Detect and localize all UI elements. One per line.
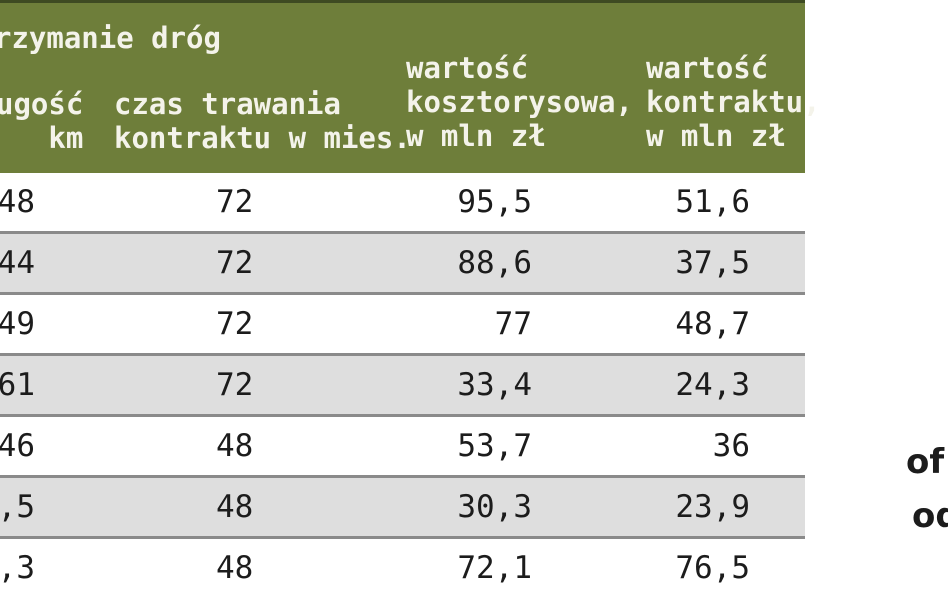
cell-duration: 48 — [216, 489, 254, 525]
table-top-border — [0, 0, 805, 3]
cell-estimated-value: 33,4 — [457, 367, 532, 403]
side-text-line-1: of — [906, 442, 945, 482]
table-row: 49 72 77 48,7 — [0, 295, 805, 356]
cell-length: 61 — [0, 367, 35, 403]
header-length-line-1: ugość — [0, 87, 84, 121]
cell-duration: 72 — [216, 306, 254, 342]
cell-duration: 48 — [216, 428, 254, 464]
header-estimated-value: wartość kosztorysowa, w mln zł — [406, 51, 633, 153]
table-row: 48 72 95,5 51,6 — [0, 173, 805, 234]
header-estimated-line-2: kosztorysowa, — [406, 85, 633, 119]
table-row: 44 72 88,6 37,5 — [0, 234, 805, 295]
side-text-line-2: od — [912, 496, 948, 536]
cell-duration: 72 — [216, 367, 254, 403]
cell-contract-value: 24,3 — [675, 367, 750, 403]
cell-length: 46 — [0, 428, 35, 464]
cell-estimated-value: 30,3 — [457, 489, 532, 525]
cell-contract-value: 48,7 — [675, 306, 750, 342]
header-contract-line-1: wartość — [646, 51, 769, 85]
cell-length: 49 — [0, 306, 35, 342]
header-length: ugość km — [0, 87, 83, 155]
cell-duration: 72 — [216, 245, 254, 281]
header-contract-line-3: w mln zł — [646, 119, 786, 153]
cell-estimated-value: 72,1 — [457, 550, 532, 586]
cell-duration: 72 — [216, 184, 254, 220]
header-contract-line-2: kontraktu, — [646, 85, 821, 119]
cell-estimated-value: 53,7 — [457, 428, 532, 464]
header-estimated-line-1: wartość — [406, 51, 529, 85]
table-row: ,5 48 30,3 23,9 — [0, 478, 805, 539]
cell-length: ,5 — [0, 489, 35, 525]
table-row: 61 72 33,4 24,3 — [0, 356, 805, 417]
header-length-line-2: km — [48, 121, 84, 155]
table-row: 46 48 53,7 36 — [0, 417, 805, 478]
cell-estimated-value: 88,6 — [457, 245, 532, 281]
cell-contract-value: 23,9 — [675, 489, 750, 525]
header-duration-line-2: kontraktu w mies. — [114, 121, 411, 155]
cell-length: ,3 — [0, 550, 35, 586]
cell-duration: 48 — [216, 550, 254, 586]
cell-contract-value: 51,6 — [675, 184, 750, 220]
table-header: rzymanie dróg ugość km czas trawania kon… — [0, 3, 821, 173]
table-body: 48 72 95,5 51,6 44 72 88,6 37,5 49 72 77… — [0, 173, 805, 593]
header-estimated-line-3: w mln zł — [406, 119, 546, 153]
group-header: rzymanie dróg — [0, 21, 221, 55]
header-duration: czas trawania kontraktu w mies. — [114, 87, 411, 155]
cell-length: 48 — [0, 184, 35, 220]
cell-estimated-value: 77 — [494, 306, 532, 342]
cell-contract-value: 76,5 — [675, 550, 750, 586]
header-duration-line-1: czas trawania — [114, 87, 341, 121]
header-contract-value: wartość kontraktu, w mln zł — [646, 51, 821, 153]
table-row: ,3 48 72,1 76,5 — [0, 539, 805, 593]
cell-contract-value: 36 — [712, 428, 750, 464]
cell-length: 44 — [0, 245, 35, 281]
cell-estimated-value: 95,5 — [457, 184, 532, 220]
cell-contract-value: 37,5 — [675, 245, 750, 281]
